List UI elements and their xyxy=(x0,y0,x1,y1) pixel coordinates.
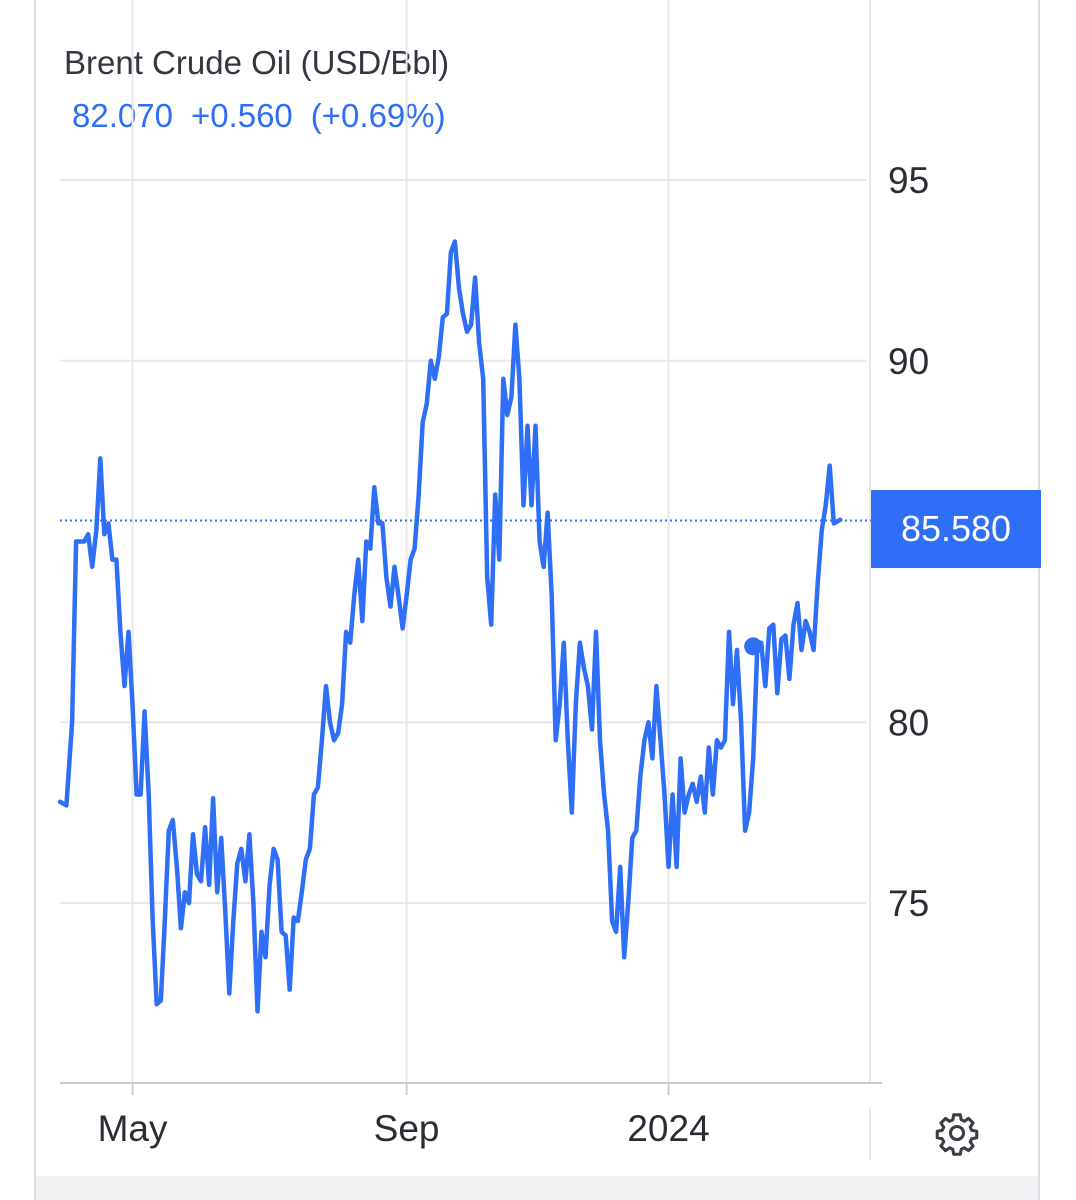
x-tick-label: May xyxy=(98,1108,168,1149)
y-tick-label: 90 xyxy=(888,341,929,382)
y-tick-label: 80 xyxy=(888,702,929,743)
x-tick-label: Sep xyxy=(374,1108,440,1149)
x-tick-label: 2024 xyxy=(627,1108,709,1149)
price-series-line xyxy=(57,239,843,1014)
price-quote: 82.070 +0.560 (+0.69%) xyxy=(72,97,464,135)
gear-icon[interactable] xyxy=(934,1110,980,1156)
y-tick-label: 75 xyxy=(888,883,929,924)
hover-marker xyxy=(744,637,763,656)
current-price-tag: 85.580 xyxy=(871,490,1041,568)
chart-frame xyxy=(34,0,1040,1200)
price-change: +0.560 xyxy=(190,97,293,134)
chart-title: Brent Crude Oil (USD/Bbl) xyxy=(64,44,450,81)
price-change-percent: (+0.69%) xyxy=(310,97,446,134)
bottom-strip xyxy=(36,1176,1038,1200)
y-tick-label: 95 xyxy=(888,160,929,201)
last-price: 82.070 xyxy=(72,97,173,134)
